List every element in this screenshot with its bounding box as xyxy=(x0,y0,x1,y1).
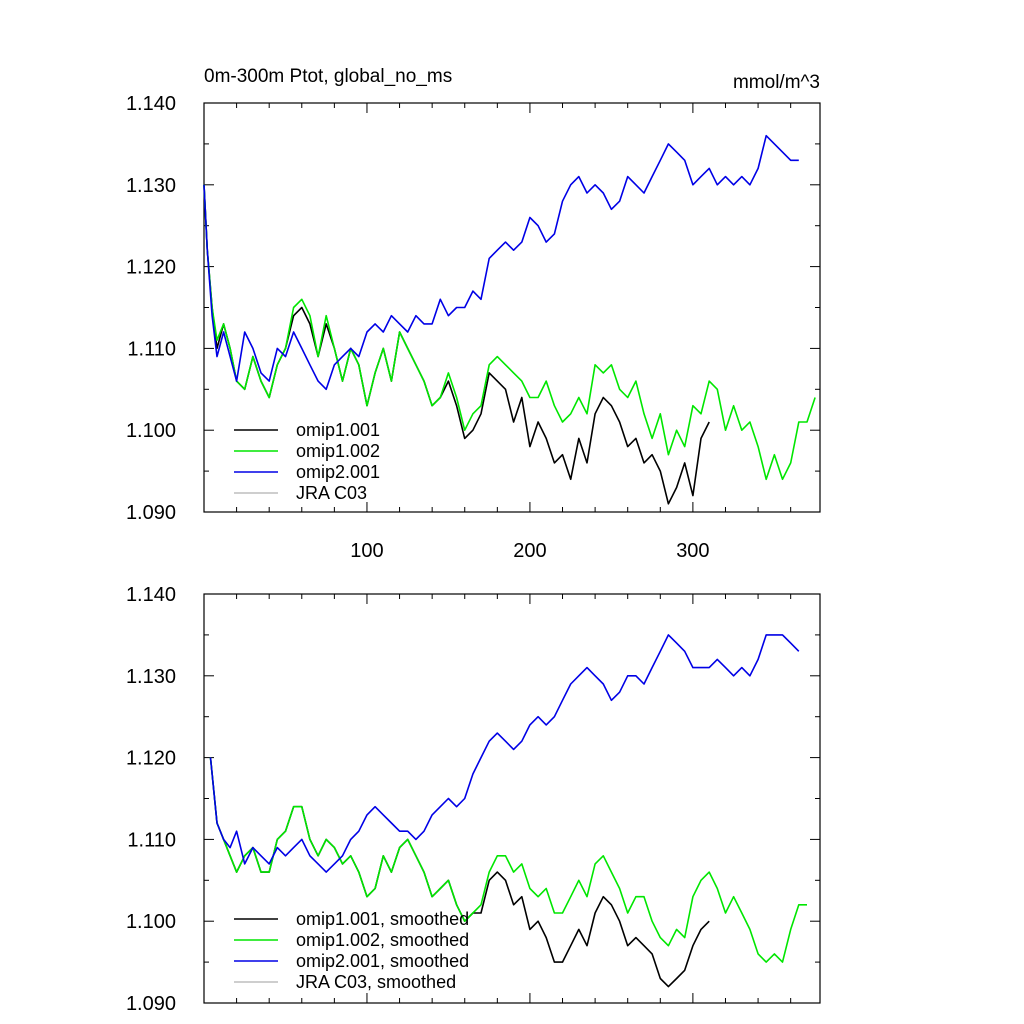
y-tick-label: 1.140 xyxy=(126,93,176,115)
units-label: mmol/m^3 xyxy=(733,72,820,93)
bottom-plot-area: 1.090 1.100 1.110 1.120 1.130 1.140 omip1.001,… xyxy=(126,584,821,1015)
legend-label: omip1.001 xyxy=(296,420,380,440)
series-line-2 xyxy=(209,634,800,873)
y-tick-label: 1.090 xyxy=(126,502,176,524)
x-tick-label: 300 xyxy=(676,540,709,562)
y-tick-label: 1.110 xyxy=(127,829,176,851)
legend-label: JRA C03, smoothed xyxy=(296,972,456,992)
top-panel: 0m-300m Ptot, global_no_ms mmol/m^3 1.09… xyxy=(126,66,821,562)
legend-label: omip1.001, smoothed xyxy=(296,909,469,929)
legend-label: omip2.001, smoothed xyxy=(296,951,469,971)
legend-label: omip2.001 xyxy=(296,462,380,482)
series-line-1 xyxy=(203,184,816,481)
series-line-0 xyxy=(203,184,710,505)
y-tick-label: 1.140 xyxy=(126,584,176,606)
top-plot-area: 1.090 1.100 1.110 1.120 1.130 1.140 100 200 300 o… xyxy=(126,93,821,562)
chart-title: 0m-300m Ptot, global_no_ms xyxy=(204,66,452,87)
y-tick-label: 1.110 xyxy=(127,338,176,360)
x-tick-label: 100 xyxy=(350,540,383,562)
legend-label: omip1.002, smoothed xyxy=(296,930,469,950)
y-tick-label: 1.120 xyxy=(126,257,176,279)
bottom-panel: 1.090 1.100 1.110 1.120 1.130 1.140 omip1.001,… xyxy=(126,584,821,1015)
legend-label: omip1.002 xyxy=(296,441,380,461)
y-tick-label: 1.130 xyxy=(126,666,176,688)
legend-label: JRA C03 xyxy=(296,483,367,503)
y-tick-label: 1.100 xyxy=(126,911,176,933)
y-tick-label: 1.130 xyxy=(126,175,176,197)
x-tick-label: 200 xyxy=(513,540,546,562)
y-tick-label: 1.090 xyxy=(126,993,176,1015)
series-line-1 xyxy=(209,757,807,963)
y-tick-label: 1.120 xyxy=(126,748,176,770)
y-tick-label: 1.100 xyxy=(126,420,176,442)
series-line-2 xyxy=(203,134,799,391)
